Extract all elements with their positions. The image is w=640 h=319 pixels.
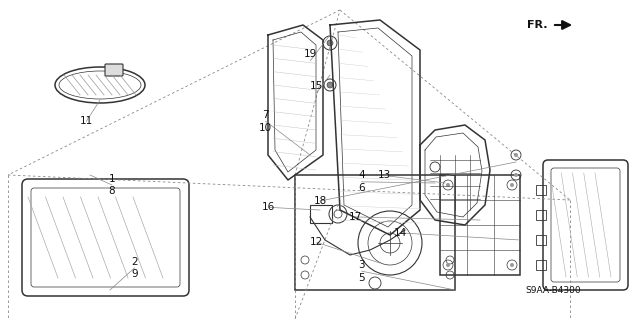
Bar <box>295 175 455 290</box>
Text: 5: 5 <box>358 272 365 283</box>
Bar <box>536 260 546 270</box>
Text: 16: 16 <box>262 202 275 212</box>
Text: 8: 8 <box>109 186 115 197</box>
Bar <box>536 185 546 195</box>
Text: 7: 7 <box>262 110 269 120</box>
Text: 3: 3 <box>358 260 365 270</box>
Circle shape <box>510 183 514 187</box>
Text: FR.: FR. <box>527 20 547 30</box>
Text: 1: 1 <box>109 174 115 184</box>
Text: 12: 12 <box>310 237 323 248</box>
Text: 19: 19 <box>304 49 317 59</box>
Text: 11: 11 <box>80 116 93 126</box>
Text: 17: 17 <box>349 212 362 222</box>
Circle shape <box>327 40 333 46</box>
Text: 6: 6 <box>358 183 365 193</box>
Circle shape <box>510 263 514 267</box>
Bar <box>440 175 520 275</box>
FancyBboxPatch shape <box>105 64 123 76</box>
Circle shape <box>446 183 450 187</box>
Text: 10: 10 <box>259 122 272 133</box>
Text: 9: 9 <box>131 269 138 279</box>
Circle shape <box>514 153 518 157</box>
Bar <box>536 210 546 220</box>
Text: 13: 13 <box>378 170 390 181</box>
Text: 18: 18 <box>314 196 326 206</box>
Circle shape <box>514 173 518 177</box>
Bar <box>536 235 546 245</box>
Text: 2: 2 <box>131 256 138 267</box>
Text: 4: 4 <box>358 170 365 181</box>
Text: 15: 15 <box>310 81 323 91</box>
Text: S9AA-B4300: S9AA-B4300 <box>526 286 581 295</box>
Circle shape <box>327 82 333 88</box>
Circle shape <box>446 263 450 267</box>
Text: 14: 14 <box>394 228 406 238</box>
Bar <box>310 205 332 223</box>
